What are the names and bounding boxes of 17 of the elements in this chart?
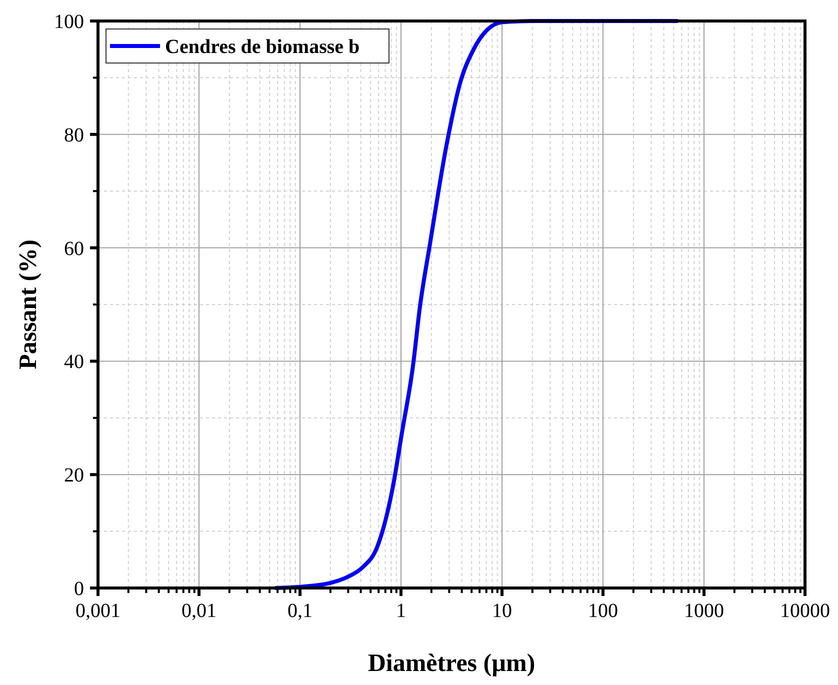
y-tick-label: 40 <box>64 351 84 374</box>
y-tick-label: 20 <box>64 464 84 487</box>
y-axis-title: Passant (%) <box>15 240 42 370</box>
x-tick-label: 10 <box>492 600 512 622</box>
y-tick-label: 100 <box>54 11 84 33</box>
y-tick-label: 60 <box>64 238 84 260</box>
x-tick-label: 1000 <box>684 600 724 622</box>
legend-label: Cendres de biomasse b <box>165 36 360 58</box>
y-tick-label: 0 <box>74 578 84 600</box>
x-tick-label: 0,1 <box>288 600 312 622</box>
x-axis-title: Diamètres (µm) <box>368 650 536 677</box>
y-tick-label: 80 <box>64 124 84 146</box>
x-tick-label: 100 <box>588 600 618 622</box>
x-tick-label: 1 <box>396 600 406 622</box>
x-tick-label: 0,01 <box>182 600 216 622</box>
x-tick-label: 10000 <box>780 600 830 622</box>
x-tick-label: 0,001 <box>76 600 120 622</box>
